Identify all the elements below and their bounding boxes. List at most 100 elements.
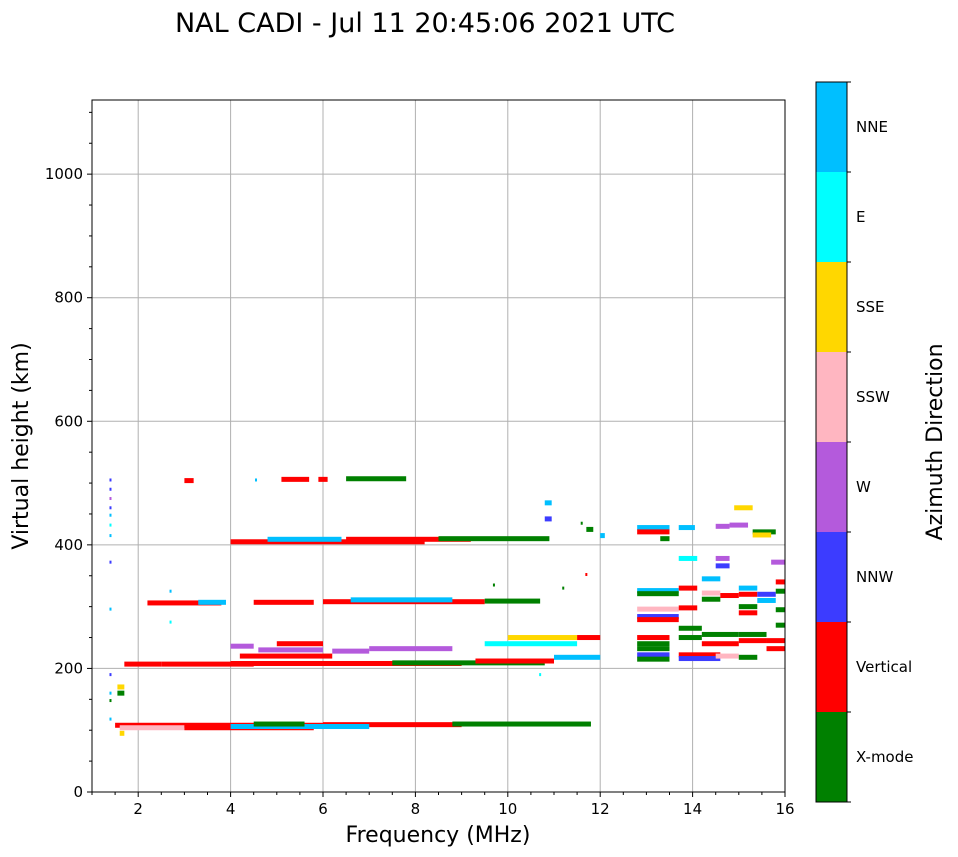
x-axis: 2 4 6 8 10 12 14 16 [91,792,795,818]
echo-trace [729,522,749,528]
echo-trace [637,529,670,535]
echo-trace [701,596,721,602]
echo-trace [369,646,453,652]
echo-trace [715,653,739,659]
y-tick-label: 0 [73,783,83,801]
x-tick-label: 12 [591,800,610,818]
echo-trace [124,661,162,667]
colorbar-segment [816,262,847,352]
x-tick-label: 8 [411,800,421,818]
echo-trace [637,635,670,641]
colorbar-frame [815,81,848,803]
echo-point [539,673,542,677]
colorbar-category-label: NNW [856,568,893,586]
echo-trace [738,591,758,597]
echo-trace [637,656,670,662]
echo-trace [678,652,721,658]
y-tick-label: 1000 [45,165,83,183]
echo-trace [715,555,730,561]
echo-trace [715,523,730,529]
y-tick-label: 800 [54,289,83,307]
echo-trace [715,563,730,569]
echo-point [492,583,495,587]
echo-trace [544,500,552,506]
echo-point [109,523,112,527]
echo-point [580,521,583,525]
colorbar-segment [816,82,847,172]
echo-trace [738,604,758,610]
echo-trace [577,635,601,641]
x-tick-label: 4 [226,800,236,818]
echo-trace [507,635,578,641]
echo-trace [253,721,305,727]
chart-title: NAL CADI - Jul 11 20:45:06 2021 UTC [175,8,675,39]
echo-trace [775,607,785,613]
y-axis-label: Virtual height (km) [9,342,34,549]
echo-trace [147,600,222,606]
echo-point [109,478,112,482]
echo-trace [752,532,772,538]
echo-trace [775,579,785,585]
echo-trace [752,529,776,535]
echo-trace [771,559,785,565]
echo-trace [267,536,342,542]
echo-trace [346,536,471,542]
echo-trace [281,476,310,482]
echo-trace [484,641,578,647]
plot-marks [109,476,785,736]
echo-point [109,717,112,721]
echo-trace [701,590,721,596]
echo-trace [600,533,605,539]
echo-trace [637,606,679,612]
colorbar-category-label: X-mode [856,748,913,766]
colorbar-segment [816,172,847,262]
echo-trace [678,525,695,531]
echo-trace [678,635,702,641]
echo-trace [117,690,125,696]
echo-point [109,699,112,703]
echo-trace [318,476,328,482]
echo-trace [323,722,462,728]
colorbar-segment [816,712,847,802]
echo-point [169,620,172,624]
echo-trace [701,576,721,582]
echo-point [109,497,112,501]
colorbar: X-mode Vertical NNW W SSW SSE E NNE [815,81,913,803]
x-tick-label: 6 [318,800,328,818]
echo-trace [637,646,670,652]
echo-trace [230,643,254,649]
echo-trace [544,516,552,522]
echo-trace [475,658,554,664]
colorbar-category-label: SSW [856,388,890,406]
echo-point [585,573,588,577]
echo-trace [775,622,785,628]
echo-trace [637,525,670,531]
x-tick-label: 16 [775,800,794,818]
echo-point [109,673,112,677]
plot-frame [91,99,786,793]
echo-trace [117,684,125,690]
y-tick-label: 600 [54,412,83,430]
echo-trace [738,654,758,660]
echo-trace [678,625,702,631]
echo-trace [766,638,785,644]
echo-point [109,560,112,564]
echo-trace [660,536,670,542]
echo-trace [637,591,679,597]
echo-trace [438,536,550,542]
echo-point [109,534,112,538]
echo-trace [161,661,254,667]
echo-point [109,607,112,611]
y-axis: 0 200 400 600 800 1000 [45,111,92,801]
echo-trace [184,478,194,484]
echo-trace [452,721,591,727]
echo-point [255,478,258,482]
colorbar-category-label: E [856,208,865,226]
echo-trace [738,585,758,591]
colorbar-label: Azimuth Direction [923,343,948,540]
echo-trace [258,647,323,653]
colorbar-segment [816,442,847,532]
echo-trace [678,605,698,611]
echo-trace [701,641,739,647]
